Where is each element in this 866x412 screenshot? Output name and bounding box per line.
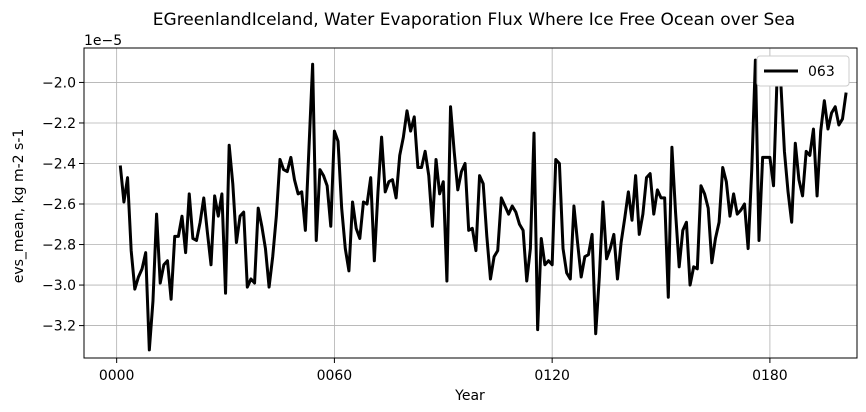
legend-box <box>756 55 850 87</box>
y-tick-label: −2.0 <box>42 75 76 91</box>
x-tick-label: 0000 <box>99 368 135 384</box>
x-axis: 0000 0060 0120 0180 <box>99 358 788 384</box>
legend: 063 <box>756 55 850 87</box>
y-axis-offset-label: 1e−5 <box>84 33 122 49</box>
y-tick-label: −2.2 <box>42 116 76 132</box>
y-tick-label: −2.8 <box>42 238 76 254</box>
x-tick-label: 0180 <box>752 368 788 384</box>
grid-lines <box>84 48 857 358</box>
y-tick-label: −2.6 <box>42 197 76 213</box>
series-line <box>118 58 848 352</box>
y-tick-label: −3.2 <box>42 319 76 335</box>
plot-frame <box>83 47 858 359</box>
chart-title: EGreenlandIceland, Water Evaporation Flu… <box>153 10 795 30</box>
legend-label: 063 <box>808 64 835 80</box>
y-tick-label: −2.4 <box>42 156 76 172</box>
plot-area <box>118 58 848 352</box>
y-axis-label: evs_mean, kg m-2 s-1 <box>11 129 27 284</box>
x-tick-label: 0060 <box>317 368 353 384</box>
y-tick-label: −3.0 <box>42 278 76 294</box>
x-tick-label: 0120 <box>534 368 570 384</box>
x-axis-label: Year <box>454 388 485 404</box>
y-axis: −3.2 −3.0 −2.8 −2.6 −2.4 −2.2 −2.0 <box>42 75 84 335</box>
